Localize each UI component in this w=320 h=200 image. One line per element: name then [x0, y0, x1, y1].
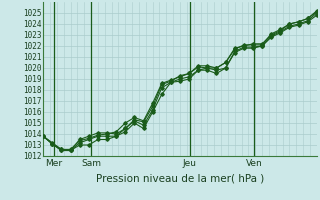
X-axis label: Pression niveau de la mer( hPa ): Pression niveau de la mer( hPa ) — [96, 173, 264, 183]
